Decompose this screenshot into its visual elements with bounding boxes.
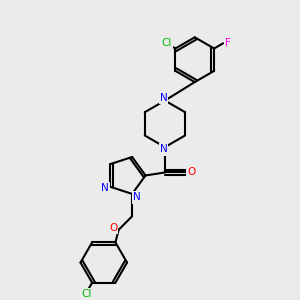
Text: F: F (225, 38, 231, 48)
Text: N: N (101, 183, 109, 194)
Text: O: O (109, 223, 117, 233)
Text: N: N (133, 193, 140, 202)
Text: N: N (160, 93, 167, 103)
Text: N: N (160, 145, 167, 154)
Text: Cl: Cl (81, 289, 92, 299)
Text: Cl: Cl (161, 38, 172, 48)
Text: O: O (187, 167, 195, 178)
